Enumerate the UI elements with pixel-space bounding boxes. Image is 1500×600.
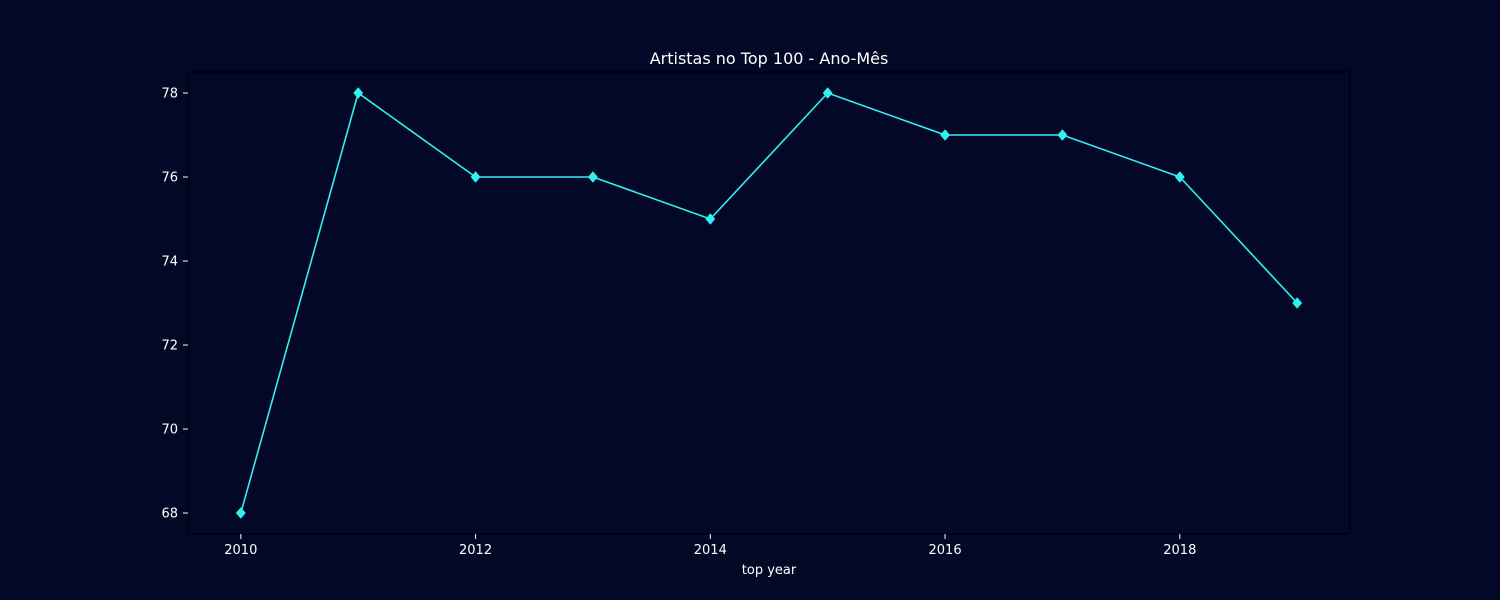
y-tick-label: 78 [161, 87, 178, 102]
data-point-marker [470, 171, 481, 183]
data-point-marker [1174, 171, 1185, 183]
x-tick-label: 2014 [694, 543, 727, 558]
x-tick-label: 2010 [224, 543, 257, 558]
data-point-marker [587, 171, 598, 183]
data-point-marker [235, 507, 246, 519]
data-point-marker [353, 87, 364, 99]
x-tick-label: 2012 [459, 543, 492, 558]
x-axis: 2010 2012 2014 2016 2018 [224, 534, 1196, 558]
data-series [235, 87, 1303, 519]
y-tick-label: 76 [161, 171, 178, 186]
y-axis: 68 70 72 74 76 78 [161, 87, 188, 522]
data-point-marker [940, 129, 951, 141]
data-point-marker [705, 213, 716, 225]
x-tick-label: 2016 [929, 543, 962, 558]
y-tick-label: 72 [161, 339, 178, 354]
plot-area [187, 71, 1351, 535]
y-tick-label: 70 [161, 423, 178, 438]
x-tick-label: 2018 [1163, 543, 1196, 558]
data-point-marker [1292, 297, 1303, 309]
y-tick-label: 74 [161, 255, 178, 270]
x-axis-label: top year [742, 563, 797, 578]
chart-title: Artistas no Top 100 - Ano-Mês [650, 49, 889, 68]
data-point-marker [822, 87, 833, 99]
data-point-marker [1057, 129, 1068, 141]
series-line [240, 92, 1298, 514]
y-tick-label: 68 [161, 507, 178, 522]
